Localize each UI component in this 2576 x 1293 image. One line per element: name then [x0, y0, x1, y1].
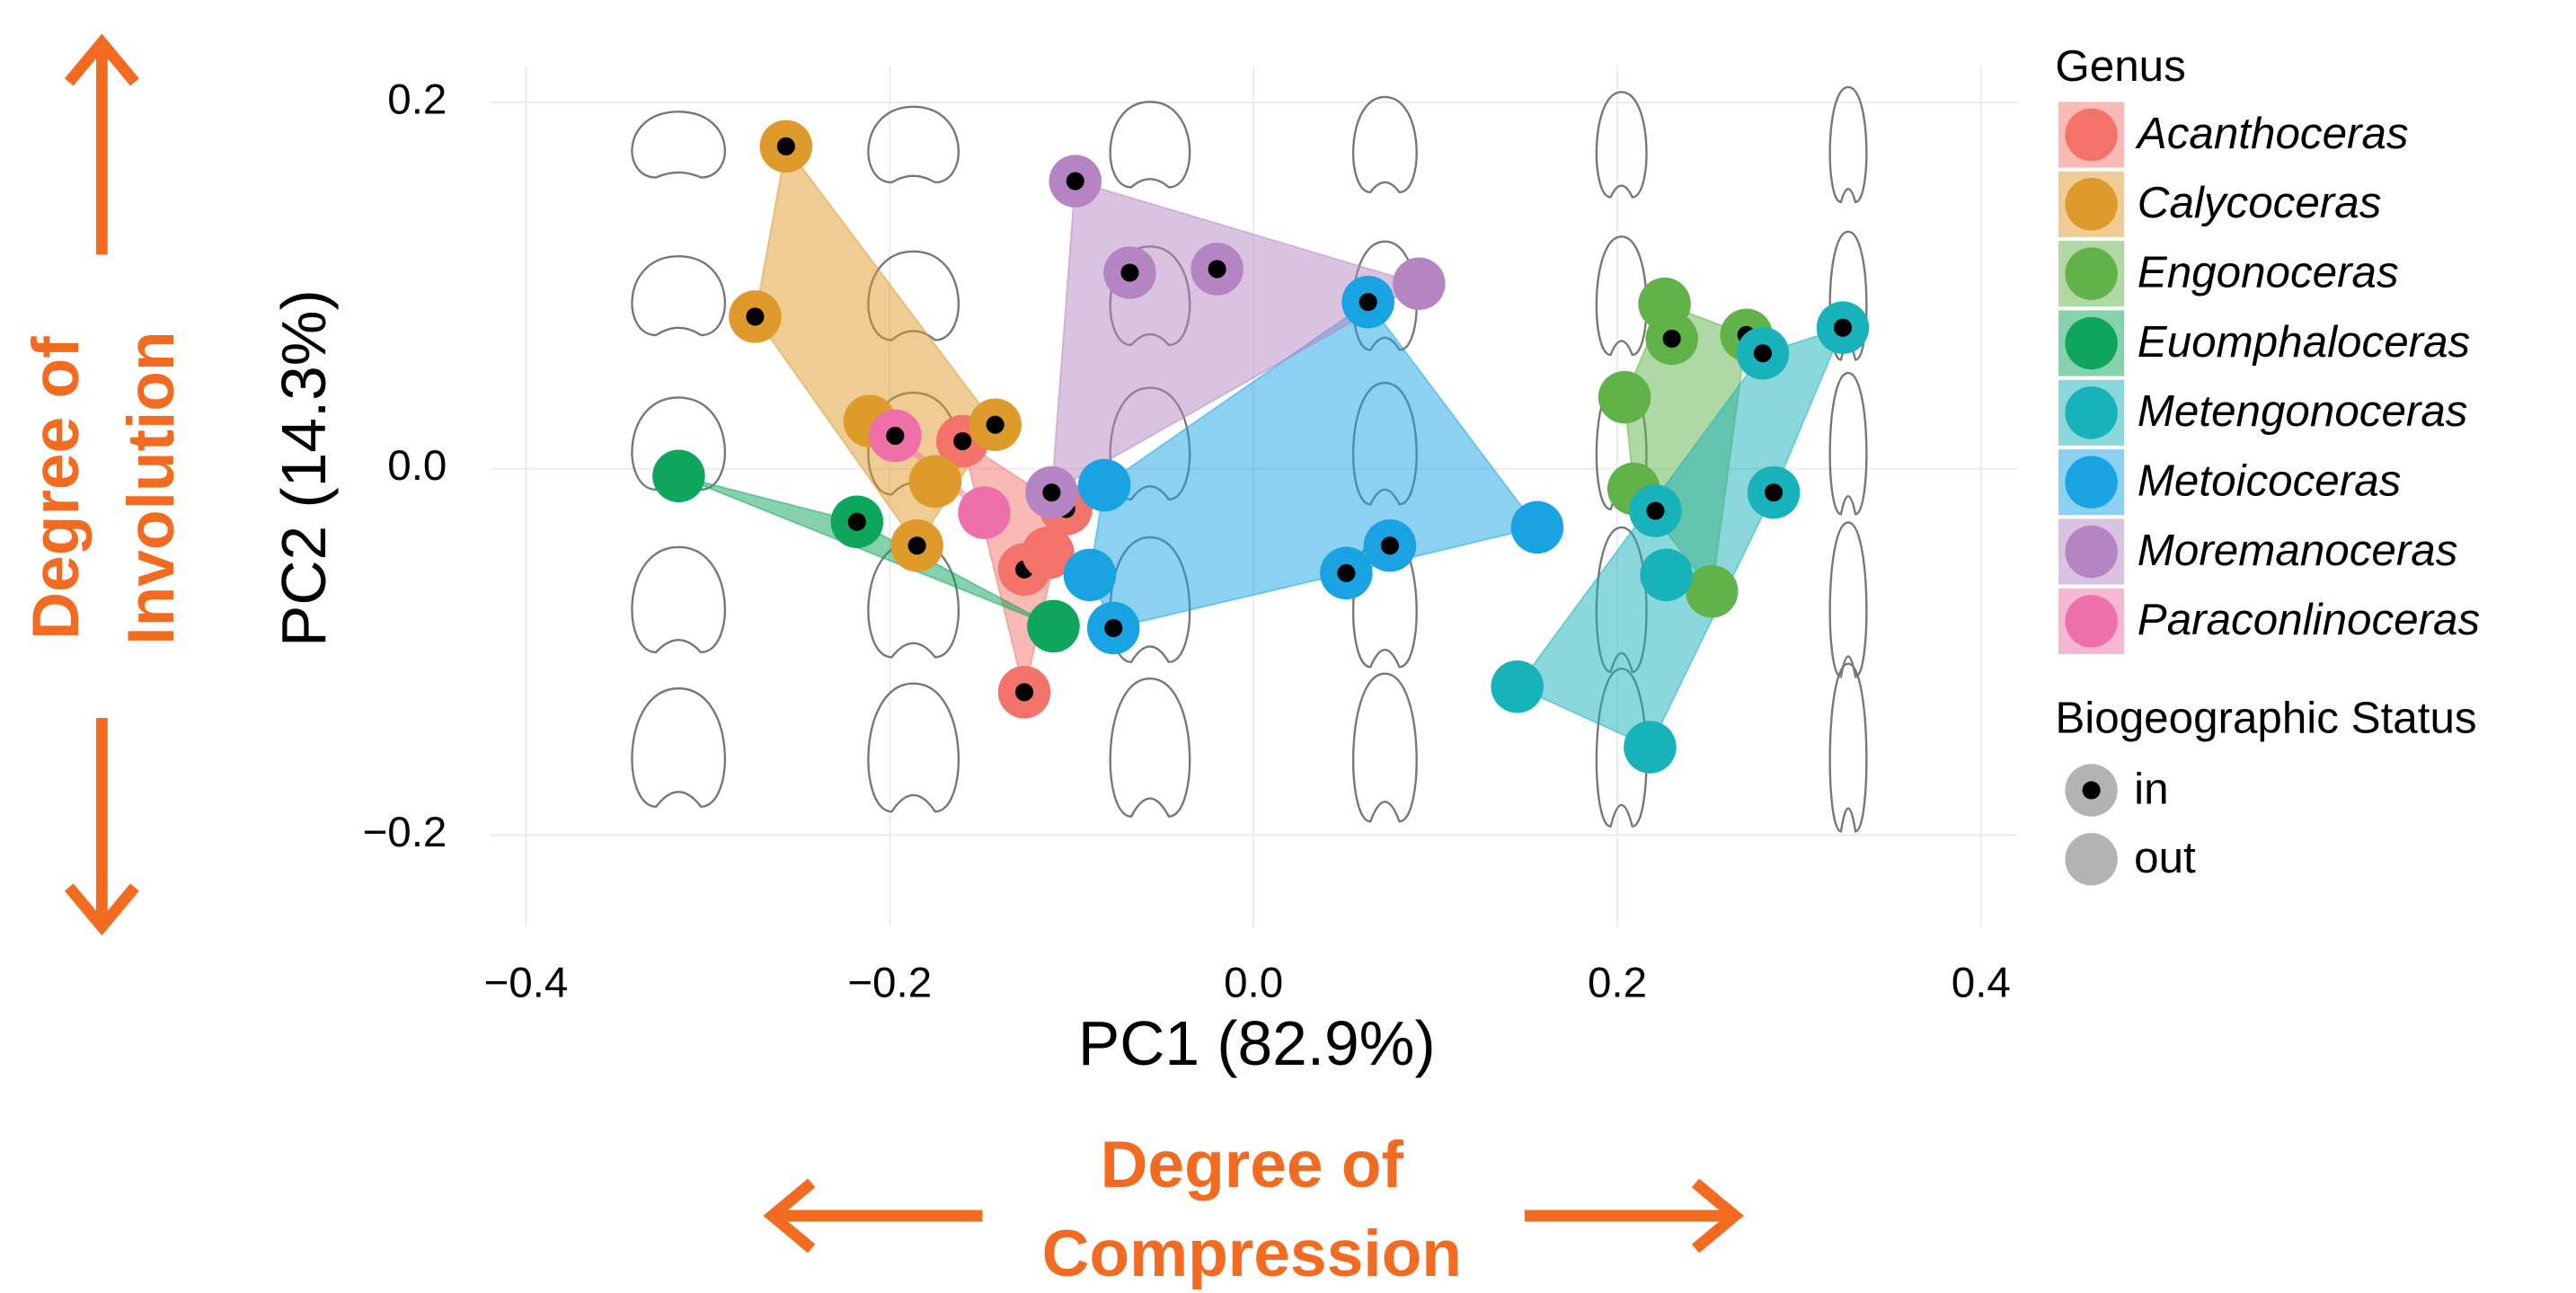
point — [1640, 549, 1693, 602]
status-dot — [1765, 483, 1783, 501]
annotation: Involution — [115, 331, 188, 644]
point — [652, 450, 705, 503]
point — [1491, 660, 1544, 713]
whorl-outline — [1830, 522, 1867, 677]
status-dot — [1120, 263, 1138, 281]
legend-swatch — [2065, 456, 2118, 509]
legend-label: Moremanoceras — [2138, 526, 2458, 575]
status-dot — [1042, 483, 1060, 501]
point — [958, 486, 1011, 539]
y-tick-label: −0.2 — [363, 809, 447, 856]
whorl-outline — [868, 684, 958, 812]
arrow — [772, 1182, 982, 1248]
status-dot — [1754, 344, 1772, 362]
whorl-outline — [632, 256, 724, 335]
point — [1027, 600, 1080, 653]
whorl-outline — [632, 688, 724, 807]
legend-label: Paraconlinoceras — [2138, 595, 2480, 644]
y-axis-label: PC2 (14.3%) — [269, 289, 339, 647]
y-tick-label: 0.2 — [387, 75, 447, 123]
point — [1511, 501, 1564, 554]
hulls — [678, 146, 1843, 748]
legend-swatch — [2065, 317, 2118, 370]
legend-swatch — [2065, 526, 2118, 579]
status-dot — [987, 416, 1005, 434]
legend-swatch — [2065, 109, 2118, 162]
annotation: Degree of — [1101, 1129, 1404, 1201]
legend-label: Calycoceras — [2138, 178, 2382, 227]
labels: PC1 (82.9%) PC2 (14.3%) Genus Biogeograp… — [20, 41, 2480, 1290]
point — [1393, 257, 1446, 310]
arrow — [69, 43, 135, 255]
point — [1598, 371, 1651, 424]
status-legend-label: in — [2134, 764, 2168, 813]
whorl-outline — [1597, 92, 1647, 197]
whorl-outline — [1597, 236, 1647, 355]
arrow — [69, 718, 135, 926]
status-dot — [848, 513, 866, 531]
legend-label: Euomphaloceras — [2138, 317, 2470, 367]
whorl-outline — [1830, 87, 1867, 202]
status-dot — [1359, 293, 1377, 311]
page: {"chart_data": {"type": "scatter", "xlab… — [0, 0, 2576, 1293]
x-tick-label: 0.4 — [1952, 960, 2011, 1007]
point — [1624, 721, 1677, 774]
status-dot — [746, 307, 764, 325]
whorl-outline — [868, 107, 958, 182]
legend-label: Metengonoceras — [2138, 386, 2468, 436]
status-dot — [1663, 330, 1681, 348]
status-legend-dot — [2083, 781, 2101, 799]
status-legend-label: out — [2134, 833, 2196, 882]
whorl-outline — [1830, 373, 1867, 514]
point — [1064, 549, 1117, 602]
status-dot — [908, 536, 926, 554]
arrow — [1525, 1182, 1735, 1248]
status-dot — [1381, 536, 1399, 554]
status-legend-title: Biogeographic Status — [2055, 694, 2476, 743]
status-legend-swatch — [2065, 833, 2118, 886]
legend-swatch — [2065, 247, 2118, 300]
whorl-outline — [632, 111, 724, 177]
x-axis-label: PC1 (82.9%) — [1078, 1008, 1436, 1078]
whorl-outline — [632, 547, 724, 652]
status-dot — [953, 432, 971, 450]
legend-swatch — [2065, 386, 2118, 439]
x-tick-label: −0.4 — [483, 960, 568, 1007]
whorl-outline — [1353, 674, 1417, 822]
chart: PC1 (82.9%) PC2 (14.3%) Genus Biogeograp… — [0, 0, 2576, 1293]
annotation: Compression — [1042, 1218, 1462, 1290]
y-tick-label: 0.0 — [387, 442, 447, 490]
status-dot — [1015, 683, 1033, 701]
x-tick-label: 0.2 — [1588, 960, 1647, 1007]
legend-label: Engonoceras — [2138, 247, 2399, 297]
whorl-outline — [1353, 97, 1417, 192]
status-dot — [1208, 260, 1226, 278]
status-dot — [1337, 564, 1355, 582]
legend-label: Metoicoceras — [2138, 456, 2402, 506]
point — [1078, 459, 1131, 512]
whorl-outline — [1111, 102, 1190, 187]
x-tick-label: 0.0 — [1224, 960, 1283, 1007]
legend-swatch — [2065, 595, 2118, 648]
legend-label: Acanthoceras — [2135, 109, 2409, 158]
whorl-outline — [1830, 664, 1867, 832]
status-dot — [1646, 501, 1664, 519]
point — [1686, 565, 1739, 618]
status-dot — [777, 137, 795, 155]
annotation: Degree of — [20, 336, 93, 640]
status-dot — [1834, 319, 1852, 337]
status-dot — [1067, 173, 1084, 190]
legend-title: Genus — [2055, 41, 2185, 91]
point — [909, 456, 962, 509]
status-dot — [1104, 619, 1122, 637]
x-tick-label: −0.2 — [847, 960, 932, 1007]
status-dot — [886, 427, 904, 445]
legend-swatch — [2065, 178, 2118, 231]
whorl-outline — [1111, 678, 1190, 817]
